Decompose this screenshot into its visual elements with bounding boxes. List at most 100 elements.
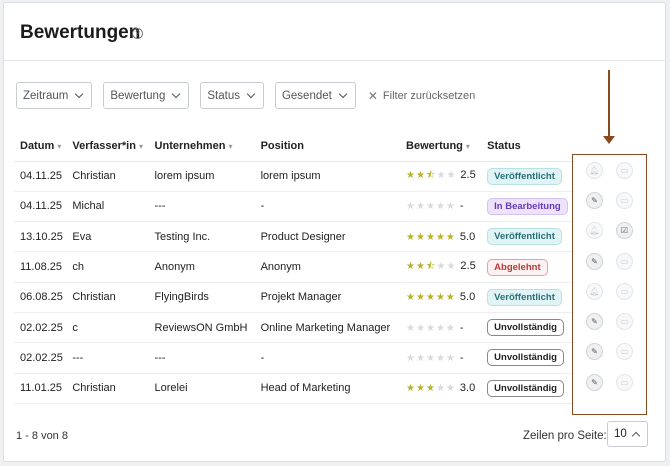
column-header-1[interactable]: Verfasser*in ▾ xyxy=(66,132,149,162)
cell-position: Anonym xyxy=(254,251,401,283)
rating-value: 5.0 xyxy=(459,230,476,243)
row-actions: ✎ ▭ xyxy=(573,306,646,336)
bell-icon[interactable]: 🔔︎ xyxy=(586,161,603,179)
star-icon: ★ xyxy=(425,352,436,364)
star-icon: ★ xyxy=(425,383,436,395)
rows-per-page-label: Zeilen pro Seite: xyxy=(523,430,607,442)
comment-icon[interactable]: ▭ xyxy=(616,161,633,179)
cell-status: Unvollständig xyxy=(481,312,574,344)
comment-icon[interactable]: ▭ xyxy=(616,373,633,391)
table-row[interactable]: 02.02.25 c ReviewsON GmbH Online Marketing … xyxy=(14,312,574,344)
cell-position: lorem ipsum xyxy=(254,161,401,192)
star-icon: ★ xyxy=(406,260,417,272)
edit-icon[interactable]: ✎ xyxy=(586,252,603,270)
cell-rating: ★★★★★ 3.0 xyxy=(400,373,482,404)
table-row[interactable]: 06.08.25 Christian FlyingBirds Projekt Mana… xyxy=(14,282,574,313)
comment-check-icon[interactable]: ☑ xyxy=(616,222,633,240)
star-icon: ★ xyxy=(406,201,417,213)
cell-rating: ★★★★★ - xyxy=(400,312,482,344)
reviews-table: Datum ▾ Verfasser*in ▾ Unternehmen ▾ Position B… xyxy=(14,132,574,404)
chevron-down-icon xyxy=(172,89,181,99)
filter-label: Gesendet xyxy=(281,89,332,102)
reset-filters-button[interactable]: ✕ Filter zurücksetzen xyxy=(368,89,475,103)
table-row[interactable]: 11.01.25 Christian Lorelei Head of Marketin… xyxy=(14,373,574,404)
comment-icon[interactable]: ▭ xyxy=(616,252,633,270)
comment-icon[interactable]: ▭ xyxy=(616,313,633,331)
column-header-label: Status xyxy=(487,140,521,153)
cell-position: Online Marketing Manager xyxy=(254,312,401,344)
column-header-4[interactable]: Bewertung ▾ xyxy=(400,132,482,162)
bell-icon[interactable]: 🔔︎ xyxy=(586,222,603,240)
cell-date: 11.01.25 xyxy=(14,373,67,404)
table-row[interactable]: 11.08.25 ch Anonym Anonym ★★⯪★★ 2.5 Abgelehnt xyxy=(14,251,574,283)
annotation-arrow-head xyxy=(603,136,615,144)
cell-date: 04.11.25 xyxy=(14,161,67,192)
cell-status: Unvollständig xyxy=(481,373,574,404)
cell-status: Veröffentlicht xyxy=(481,282,574,313)
pagination-range: 1 - 8 von 8 xyxy=(16,430,68,442)
cell-author: ch xyxy=(66,251,149,283)
cell-company: Anonym xyxy=(148,251,255,283)
star-icon: ★ xyxy=(406,383,417,395)
cell-position: - xyxy=(254,191,401,223)
cell-rating: ★★★★★ - xyxy=(400,342,482,374)
star-icon: ★ xyxy=(446,260,457,272)
table-row[interactable]: 13.10.25 Eva Testing Inc. Product Designer ★… xyxy=(14,221,574,253)
cell-company: ReviewsON GmbH xyxy=(148,312,255,344)
star-icon: ★ xyxy=(416,383,426,395)
cell-status: Unvollständig xyxy=(481,342,574,374)
star-icon: ⯪ xyxy=(425,260,437,272)
status-badge: Veröffentlicht xyxy=(487,167,562,185)
table-row[interactable]: 02.02.25 --- --- - ★★★★★ - Unvollständig xyxy=(14,342,574,374)
edit-icon[interactable]: ✎ xyxy=(586,343,603,361)
edit-icon[interactable]: ✎ xyxy=(586,191,603,209)
filter-dropdown-gesendet[interactable]: Gesendet xyxy=(274,82,356,109)
star-icon: ★ xyxy=(416,322,426,334)
cell-status: In Bearbeitung xyxy=(481,191,574,223)
edit-icon[interactable]: ✎ xyxy=(586,313,603,331)
star-icon: ★ xyxy=(406,169,417,181)
row-actions: 🔔︎ ▭ xyxy=(573,276,646,306)
star-icon: ★ xyxy=(406,231,417,243)
star-icon: ★ xyxy=(406,292,417,304)
filter-dropdown-bewertung[interactable]: Bewertung xyxy=(103,82,190,109)
cell-author: Christian xyxy=(66,373,149,404)
star-icon: ★ xyxy=(416,260,426,272)
chevron-down-icon xyxy=(338,89,348,99)
star-icon: ★ xyxy=(406,322,417,334)
comment-icon[interactable]: ▭ xyxy=(616,282,633,300)
column-header-label: Position xyxy=(260,140,304,153)
status-badge: Unvollständig xyxy=(487,349,564,367)
star-icon: ★ xyxy=(436,260,447,272)
cell-rating: ★★⯪★★ 2.5 xyxy=(400,251,482,283)
cell-rating: ★★★★★ 5.0 xyxy=(400,221,482,253)
rows-per-page-value: 10 xyxy=(614,428,627,440)
edit-icon[interactable]: ✎ xyxy=(586,373,603,391)
star-icon: ★ xyxy=(435,292,446,304)
cell-date: 02.02.25 xyxy=(14,312,67,344)
cell-company: --- xyxy=(148,191,255,223)
column-header-5[interactable]: Status xyxy=(481,132,574,162)
cell-rating: ★★⯪★★ 2.5 xyxy=(400,161,482,192)
rating-value: 2.5 xyxy=(460,259,476,272)
rows-per-page-select[interactable]: 10 xyxy=(607,421,648,447)
column-header-label: Unternehmen xyxy=(154,140,226,153)
comment-icon[interactable]: ▭ xyxy=(616,191,633,209)
filter-label: Zeitraum xyxy=(23,89,69,102)
star-icon: ★ xyxy=(406,352,417,364)
column-header-2[interactable]: Unternehmen ▾ xyxy=(148,132,255,162)
column-header-0[interactable]: Datum ▾ xyxy=(14,132,67,162)
bell-icon[interactable]: 🔔︎ xyxy=(586,282,603,300)
star-icon: ★ xyxy=(445,322,456,334)
table-row[interactable]: 04.11.25 Christian lorem ipsum lorem ipsum ★… xyxy=(14,161,574,192)
filter-dropdown-zeitraum[interactable]: Zeitraum xyxy=(16,82,93,109)
filter-dropdown-status[interactable]: Status xyxy=(200,82,264,109)
table-row[interactable]: 04.11.25 Michal --- - ★★★★★ - In Bearbeitung xyxy=(14,191,574,223)
chevron-up-icon xyxy=(631,431,641,440)
rating-stars: ★★★★★ xyxy=(406,383,456,394)
card-header: Bewertungen ? xyxy=(4,3,665,61)
comment-icon[interactable]: ▭ xyxy=(616,343,633,361)
help-icon[interactable]: ? xyxy=(132,28,143,39)
column-header-3[interactable]: Position xyxy=(254,132,401,162)
star-icon: ★ xyxy=(425,201,436,213)
